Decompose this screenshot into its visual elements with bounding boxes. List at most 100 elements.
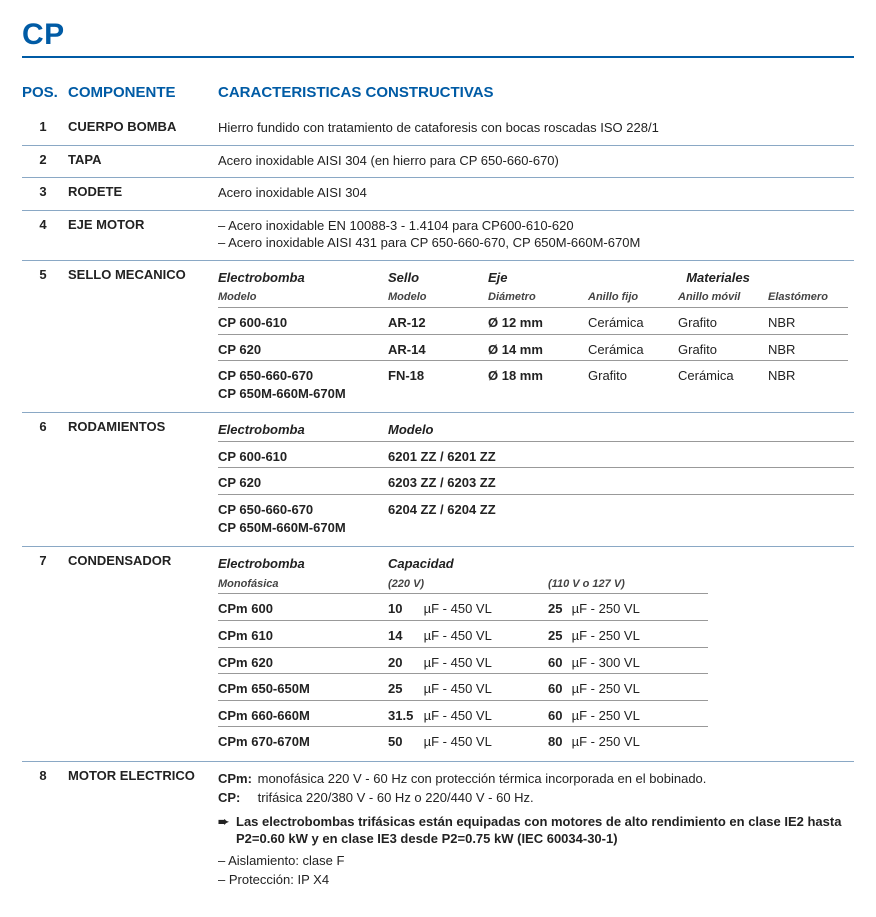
cap-number: 25 xyxy=(548,600,568,618)
motor-line: CPm: monofásica 220 V - 60 Hz con protec… xyxy=(218,770,854,788)
component-name: EJE MOTOR xyxy=(68,217,218,232)
cell: NBR xyxy=(768,339,848,361)
cell: Ø 18 mm xyxy=(488,365,588,404)
cell: FN-18 xyxy=(388,365,488,404)
component-spec: Acero inoxidable AISI 304 (en hierro par… xyxy=(218,152,854,170)
pos-number: 5 xyxy=(22,267,68,282)
cap-unit: µF - 250 VL xyxy=(572,628,640,643)
component-name: TAPA xyxy=(68,152,218,167)
cell: 60 µF - 250 VL xyxy=(548,705,708,727)
cell: CP 650-660-670 CP 650M-660M-670M xyxy=(218,499,388,538)
cell: 25 µF - 250 VL xyxy=(548,598,708,620)
col-subheader: Modelo xyxy=(388,288,488,307)
motor-note: Las electrobombas trifásicas están equip… xyxy=(218,813,854,848)
col-header: Sello xyxy=(388,267,488,289)
cell: 25 µF - 450 VL xyxy=(388,678,548,700)
cap-unit: µF - 450 VL xyxy=(424,734,492,749)
cap-unit: µF - 450 VL xyxy=(424,708,492,723)
pos-number: 3 xyxy=(22,184,68,199)
cell: 20 µF - 450 VL xyxy=(388,652,548,674)
motor-line: – Protección: IP X4 xyxy=(218,871,854,889)
cap-unit: µF - 300 VL xyxy=(572,655,640,670)
cell: CPm 610 xyxy=(218,625,388,647)
col-header: Eje xyxy=(488,267,588,289)
cell: Ø 14 mm xyxy=(488,339,588,361)
cell: 6203 ZZ / 6203 ZZ xyxy=(388,472,854,494)
cell-line: CP 650-660-670 xyxy=(218,501,388,519)
motor-label: CPm: xyxy=(218,770,254,788)
col-subheader: (220 V) xyxy=(388,575,548,594)
cell: 80 µF - 250 VL xyxy=(548,731,708,753)
cap-number: 31.5 xyxy=(388,707,420,725)
table-row: 4 EJE MOTOR – Acero inoxidable EN 10088-… xyxy=(22,211,854,261)
cell: 6201 ZZ / 6201 ZZ xyxy=(388,446,854,468)
component-spec: Acero inoxidable AISI 304 xyxy=(218,184,854,202)
col-subheader: Monofásica xyxy=(218,575,388,594)
cap-number: 60 xyxy=(548,654,568,672)
cell: CP 650-660-670 CP 650M-660M-670M xyxy=(218,365,388,404)
col-header: Electrobomba xyxy=(218,267,388,289)
cell: Ø 12 mm xyxy=(488,312,588,334)
cap-number: 60 xyxy=(548,707,568,725)
cell: Cerámica xyxy=(678,365,768,404)
component-spec: Hierro fundido con tratamiento de catafo… xyxy=(218,119,854,137)
cap-unit: µF - 450 VL xyxy=(424,681,492,696)
col-header: Electrobomba xyxy=(218,553,388,575)
header-componente: COMPONENTE xyxy=(68,84,218,101)
cell: Grafito xyxy=(588,365,678,404)
pos-number: 7 xyxy=(22,553,68,568)
cell: CP 620 xyxy=(218,472,388,494)
cap-number: 20 xyxy=(388,654,420,672)
cell: CPm 650-650M xyxy=(218,678,388,700)
title-underline xyxy=(22,56,854,58)
table-row: 2 TAPA Acero inoxidable AISI 304 (en hie… xyxy=(22,146,854,179)
cap-number: 25 xyxy=(388,680,420,698)
cell: AR-12 xyxy=(388,312,488,334)
cap-unit: µF - 250 VL xyxy=(572,601,640,616)
component-name: CUERPO BOMBA xyxy=(68,119,218,134)
cell-line: CP 650M-660M-670M xyxy=(218,385,388,403)
pos-number: 2 xyxy=(22,152,68,167)
cap-number: 14 xyxy=(388,627,420,645)
table-row: 8 MOTOR ELECTRICO CPm: monofásica 220 V … xyxy=(22,762,854,899)
cap-number: 60 xyxy=(548,680,568,698)
cell: Cerámica xyxy=(588,339,678,361)
component-spec: Electrobomba Sello Eje Materiales Modelo… xyxy=(218,267,854,405)
cell: NBR xyxy=(768,312,848,334)
pos-number: 1 xyxy=(22,119,68,134)
table-header: POS. COMPONENTE CARACTERISTICAS CONSTRUC… xyxy=(22,84,854,101)
col-subheader: (110 V o 127 V) xyxy=(548,575,708,594)
cap-unit: µF - 250 VL xyxy=(572,708,640,723)
cell: 25 µF - 250 VL xyxy=(548,625,708,647)
cell: 31.5 µF - 450 VL xyxy=(388,705,548,727)
motor-label: CP: xyxy=(218,789,254,807)
cap-unit: µF - 250 VL xyxy=(572,681,640,696)
component-spec: – Acero inoxidable EN 10088-3 - 1.4104 p… xyxy=(218,217,854,252)
cap-number: 25 xyxy=(548,627,568,645)
col-header: Capacidad xyxy=(388,553,708,575)
cell: 60 µF - 300 VL xyxy=(548,652,708,674)
component-name: MOTOR ELECTRICO xyxy=(68,768,218,783)
component-name: RODETE xyxy=(68,184,218,199)
cell-line: CP 650-660-670 xyxy=(218,367,388,385)
rodamientos-table: Electrobomba Modelo CP 600-610 6201 ZZ /… xyxy=(218,419,854,538)
cell: CPm 600 xyxy=(218,598,388,620)
component-spec: CPm: monofásica 220 V - 60 Hz con protec… xyxy=(218,768,854,891)
cell: 14 µF - 450 VL xyxy=(388,625,548,647)
cell: CPm 660-660M xyxy=(218,705,388,727)
col-subheader: Anillo móvil xyxy=(678,288,768,307)
col-subheader: Anillo fijo xyxy=(588,288,678,307)
cell: CPm 670-670M xyxy=(218,731,388,753)
table-row: 7 CONDENSADOR Electrobomba Capacidad Mon… xyxy=(22,547,854,762)
cell: 50 µF - 450 VL xyxy=(388,731,548,753)
cap-unit: µF - 250 VL xyxy=(572,734,640,749)
motor-line: – Aislamiento: clase F xyxy=(218,852,854,870)
col-subheader: Diámetro xyxy=(488,288,588,307)
table-row: 1 CUERPO BOMBA Hierro fundido con tratam… xyxy=(22,113,854,146)
motor-line: CP: trifásica 220/380 V - 60 Hz o 220/44… xyxy=(218,789,854,807)
table-row: 3 RODETE Acero inoxidable AISI 304 xyxy=(22,178,854,211)
pos-number: 8 xyxy=(22,768,68,783)
cell: CP 620 xyxy=(218,339,388,361)
table-row: 6 RODAMIENTOS Electrobomba Modelo CP 600… xyxy=(22,413,854,547)
cell: 6204 ZZ / 6204 ZZ xyxy=(388,499,854,538)
